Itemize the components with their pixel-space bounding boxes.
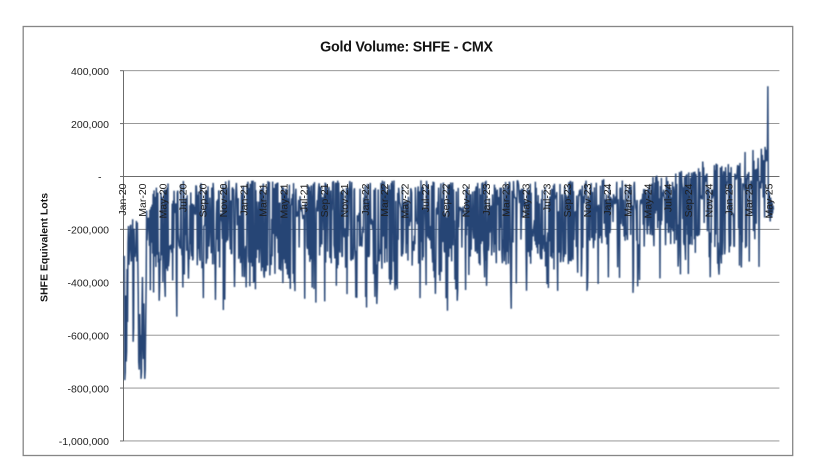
svg-text:Mar-20: Mar-20: [137, 183, 149, 216]
svg-text:Sep-21: Sep-21: [319, 183, 331, 217]
svg-text:Jul-23: Jul-23: [541, 183, 553, 212]
svg-text:Mar-25: Mar-25: [744, 183, 756, 216]
svg-text:Jan-22: Jan-22: [360, 183, 372, 215]
svg-text:May-24: May-24: [642, 183, 654, 218]
svg-text:Jul-22: Jul-22: [420, 183, 432, 212]
svg-text:-: -: [98, 172, 102, 184]
svg-text:Mar-24: Mar-24: [622, 183, 634, 216]
svg-text:Mar-22: Mar-22: [379, 183, 391, 216]
svg-text:Nov-23: Nov-23: [582, 183, 594, 217]
svg-text:Nov-20: Nov-20: [218, 183, 230, 217]
svg-text:May-21: May-21: [279, 183, 291, 218]
svg-text:Sep-20: Sep-20: [198, 183, 210, 217]
svg-text:Sep-24: Sep-24: [683, 183, 695, 217]
svg-text:Jul-20: Jul-20: [177, 183, 189, 212]
svg-text:Mar-23: Mar-23: [500, 183, 512, 216]
svg-text:May-20: May-20: [157, 183, 169, 218]
svg-text:Jan-21: Jan-21: [239, 183, 251, 215]
svg-text:Jan-25: Jan-25: [724, 183, 736, 215]
svg-text:Sep-22: Sep-22: [440, 183, 452, 217]
svg-text:Nov-24: Nov-24: [704, 183, 716, 217]
svg-text:May-23: May-23: [520, 183, 532, 218]
svg-text:Jan-24: Jan-24: [602, 183, 614, 215]
svg-text:Mar-21: Mar-21: [258, 183, 270, 216]
svg-text:-800,000: -800,000: [68, 383, 110, 395]
svg-text:200,000: 200,000: [71, 119, 109, 131]
svg-text:400,000: 400,000: [71, 66, 109, 78]
svg-text:-200,000: -200,000: [68, 225, 110, 237]
svg-text:-400,000: -400,000: [68, 277, 110, 289]
svg-text:May-22: May-22: [400, 183, 412, 218]
svg-text:Jan-23: Jan-23: [481, 183, 493, 215]
svg-text:Nov-22: Nov-22: [460, 183, 472, 217]
svg-text:-1,000,000: -1,000,000: [59, 436, 109, 448]
svg-text:Gold Volume: SHFE - CMX: Gold Volume: SHFE - CMX: [320, 40, 493, 56]
svg-text:-600,000: -600,000: [68, 330, 110, 342]
svg-text:Jul-24: Jul-24: [662, 183, 674, 212]
svg-text:Jan-20: Jan-20: [117, 183, 129, 215]
svg-text:Jul-21: Jul-21: [299, 183, 311, 212]
svg-text:Sep-23: Sep-23: [562, 183, 574, 217]
svg-text:SHFE Equivalent Lots: SHFE Equivalent Lots: [39, 193, 51, 302]
svg-text:Nov-21: Nov-21: [339, 183, 351, 217]
svg-text:May-25: May-25: [764, 183, 776, 218]
